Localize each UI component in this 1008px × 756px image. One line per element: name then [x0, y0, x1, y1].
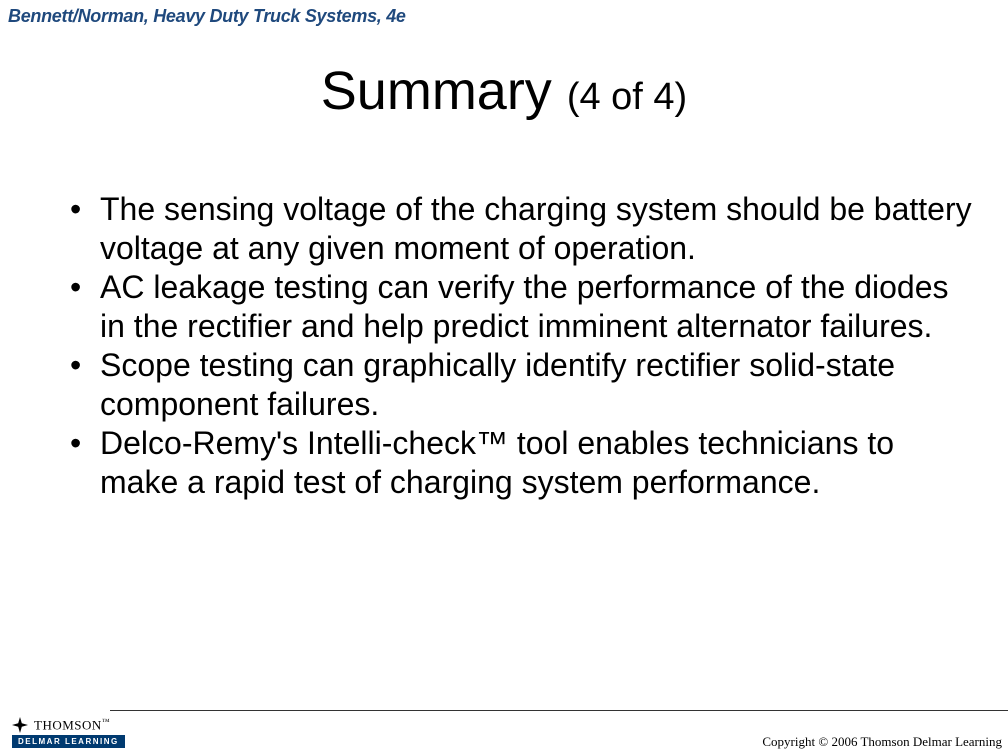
title-sub: (4 of 4) [567, 76, 687, 118]
bullet-item: Scope testing can graphically identify r… [70, 346, 978, 424]
bullet-list: The sensing voltage of the charging syst… [70, 190, 978, 502]
bullet-item: Delco-Remy's Intelli-check™ tool enables… [70, 424, 978, 502]
bullet-item: AC leakage testing can verify the perfor… [70, 268, 978, 346]
slide-container: Bennett/Norman, Heavy Duty Truck Systems… [0, 0, 1008, 756]
body-content: The sensing voltage of the charging syst… [70, 190, 978, 502]
delmar-bar: DELMAR LEARNING [12, 735, 125, 748]
slide-title: Summary (4 of 4) [0, 60, 1008, 122]
footer-left-logos: THOMSON™ DELMAR LEARNING [12, 717, 125, 748]
title-main: Summary [321, 61, 567, 121]
thomson-text: THOMSON™ [34, 717, 110, 733]
thomson-logo: THOMSON™ [12, 717, 110, 733]
bullet-item: The sensing voltage of the charging syst… [70, 190, 978, 268]
trademark-icon: ™ [102, 717, 110, 726]
star-icon [12, 717, 28, 733]
footer-rule [110, 710, 1008, 711]
copyright-text: Copyright © 2006 Thomson Delmar Learning [762, 734, 1002, 750]
header-book-title: Bennett/Norman, Heavy Duty Truck Systems… [8, 6, 406, 27]
footer: THOMSON™ DELMAR LEARNING Copyright © 200… [0, 710, 1008, 756]
thomson-label: THOMSON [34, 717, 102, 732]
